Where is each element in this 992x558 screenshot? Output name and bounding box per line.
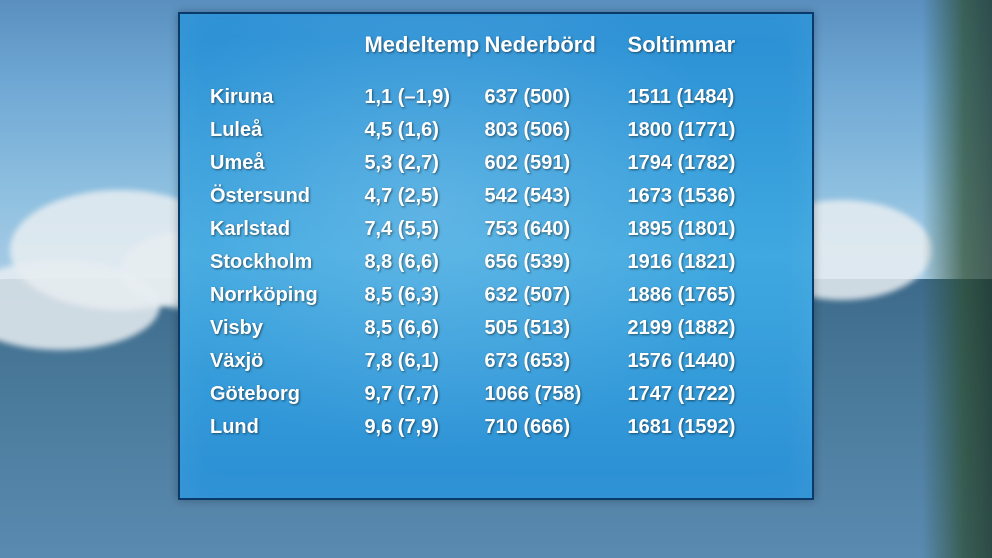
cell-temp: 1,1 (–1,9): [364, 80, 484, 113]
cell-rain: 710 (666): [485, 410, 628, 443]
table-row: Östersund4,7 (2,5)542 (543)1673 (1536): [210, 179, 782, 212]
cell-city: Lund: [210, 410, 364, 443]
cell-temp: 7,4 (5,5): [364, 212, 484, 245]
cell-sun: 1794 (1782): [628, 146, 782, 179]
table-row: Karlstad7,4 (5,5)753 (640)1895 (1801): [210, 212, 782, 245]
header-temp: Medeltemp: [364, 32, 484, 80]
table-header-row: Medeltemp Nederbörd Soltimmar: [210, 32, 782, 80]
cell-city: Visby: [210, 311, 364, 344]
cell-city: Stockholm: [210, 245, 364, 278]
cell-city: Luleå: [210, 113, 364, 146]
cell-temp: 7,8 (6,1): [364, 344, 484, 377]
table-row: Visby8,5 (6,6)505 (513)2199 (1882): [210, 311, 782, 344]
weather-table-panel: Medeltemp Nederbörd Soltimmar Kiruna1,1 …: [178, 12, 814, 500]
cell-sun: 1673 (1536): [628, 179, 782, 212]
cell-rain: 1066 (758): [485, 377, 628, 410]
cell-sun: 2199 (1882): [628, 311, 782, 344]
cell-sun: 1747 (1722): [628, 377, 782, 410]
table-row: Göteborg9,7 (7,7)1066 (758)1747 (1722): [210, 377, 782, 410]
header-sun: Soltimmar: [628, 32, 782, 80]
cell-rain: 542 (543): [485, 179, 628, 212]
cell-rain: 803 (506): [485, 113, 628, 146]
cell-city: Växjö: [210, 344, 364, 377]
cell-sun: 1895 (1801): [628, 212, 782, 245]
cell-temp: 4,5 (1,6): [364, 113, 484, 146]
header-rain: Nederbörd: [485, 32, 628, 80]
cell-sun: 1886 (1765): [628, 278, 782, 311]
cell-temp: 8,8 (6,6): [364, 245, 484, 278]
table-row: Växjö7,8 (6,1)673 (653)1576 (1440): [210, 344, 782, 377]
cell-temp: 9,7 (7,7): [364, 377, 484, 410]
weather-table: Medeltemp Nederbörd Soltimmar Kiruna1,1 …: [210, 32, 782, 443]
cell-sun: 1916 (1821): [628, 245, 782, 278]
cell-temp: 4,7 (2,5): [364, 179, 484, 212]
table-row: Norrköping8,5 (6,3)632 (507)1886 (1765): [210, 278, 782, 311]
table-row: Lund9,6 (7,9)710 (666)1681 (1592): [210, 410, 782, 443]
cell-city: Norrköping: [210, 278, 364, 311]
cell-sun: 1511 (1484): [628, 80, 782, 113]
table-row: Luleå4,5 (1,6)803 (506)1800 (1771): [210, 113, 782, 146]
cell-temp: 8,5 (6,6): [364, 311, 484, 344]
cell-city: Östersund: [210, 179, 364, 212]
cell-temp: 9,6 (7,9): [364, 410, 484, 443]
cell-rain: 602 (591): [485, 146, 628, 179]
table-row: Kiruna1,1 (–1,9)637 (500)1511 (1484): [210, 80, 782, 113]
cell-city: Karlstad: [210, 212, 364, 245]
table-row: Umeå5,3 (2,7)602 (591)1794 (1782): [210, 146, 782, 179]
cell-sun: 1800 (1771): [628, 113, 782, 146]
table-row: Stockholm8,8 (6,6)656 (539)1916 (1821): [210, 245, 782, 278]
cell-sun: 1681 (1592): [628, 410, 782, 443]
cell-city: Göteborg: [210, 377, 364, 410]
cell-rain: 505 (513): [485, 311, 628, 344]
cell-rain: 673 (653): [485, 344, 628, 377]
cell-city: Umeå: [210, 146, 364, 179]
cell-rain: 632 (507): [485, 278, 628, 311]
cell-rain: 753 (640): [485, 212, 628, 245]
cell-rain: 637 (500): [485, 80, 628, 113]
cell-sun: 1576 (1440): [628, 344, 782, 377]
cell-rain: 656 (539): [485, 245, 628, 278]
header-city: [210, 32, 364, 80]
cell-temp: 8,5 (6,3): [364, 278, 484, 311]
cell-temp: 5,3 (2,7): [364, 146, 484, 179]
tree-decoration: [922, 0, 992, 558]
cell-city: Kiruna: [210, 80, 364, 113]
